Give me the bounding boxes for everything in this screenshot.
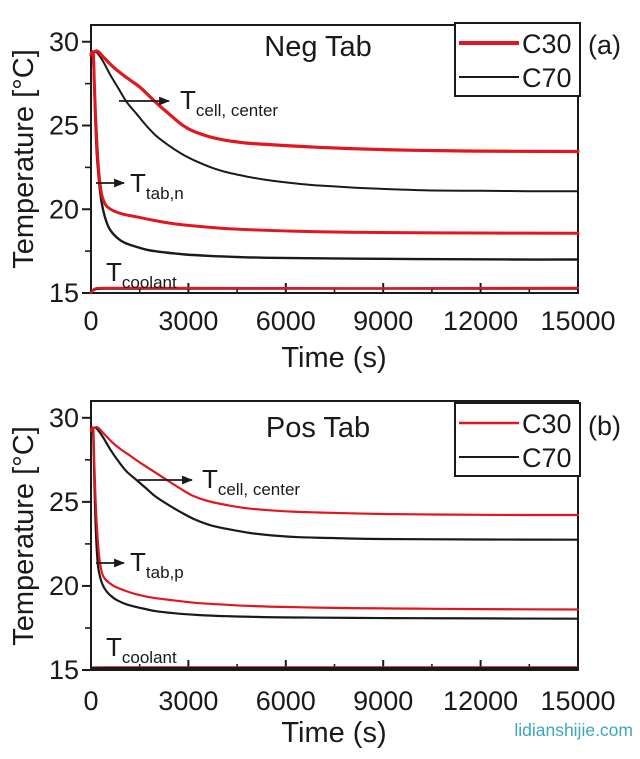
y-axis-title: Temperature [°C]	[8, 426, 40, 646]
y-tick-label: 20	[49, 571, 79, 601]
legend: C30 C70	[454, 402, 581, 477]
x-tick-label: 15000	[540, 686, 615, 716]
legend-label-c70: C70	[522, 63, 572, 93]
annotation-coolant: Tcoolant	[106, 632, 177, 667]
annotation-tab-n: Ttab,n	[130, 168, 184, 203]
x-tick-label: 9000	[353, 306, 413, 336]
plot-area: 0 3000 6000 9000 12000 15000 15 20 25 30	[49, 403, 616, 716]
legend: C30 C70	[454, 22, 581, 97]
plot-frame	[90, 400, 579, 671]
y-tick-label: 25	[49, 487, 79, 517]
panel-title: Neg Tab	[264, 31, 372, 63]
series-c30-t-tab-p	[89, 426, 580, 611]
x-tick-label: 3000	[158, 686, 218, 716]
annotations: Tcell, center Ttab,n Tcoolant	[96, 85, 278, 292]
legend-box	[454, 22, 581, 97]
x-axis-title: Time (s)	[281, 717, 386, 749]
legend-label-c70: C70	[522, 443, 572, 473]
series-c70-t-cell-center	[89, 426, 580, 541]
y-tick-label: 15	[49, 655, 79, 685]
y-tick-label: 25	[49, 111, 79, 141]
x-tick-label: 3000	[158, 306, 218, 336]
x-tick-label: 15000	[540, 306, 615, 336]
annotation-subscript: tab,n	[146, 184, 184, 203]
annotations: Tcell, center Ttab,p Tcoolant	[96, 464, 300, 667]
y-tick-label: 30	[49, 403, 79, 433]
annotation-subscript: cell, center	[196, 101, 279, 120]
series-c70-t-tab-p	[89, 426, 580, 620]
x-tick-label: 12000	[443, 686, 518, 716]
series-c30-t-cell-center	[89, 49, 580, 154]
x-tick-label: 9000	[353, 686, 413, 716]
legend-label-c30: C30	[522, 29, 572, 59]
series-c70-t-cell-center	[90, 50, 579, 193]
x-tick-label: 0	[83, 306, 98, 336]
annotation-coolant: Tcoolant	[106, 257, 177, 292]
series-c70-t-coolant	[89, 666, 580, 672]
x-tick-label: 6000	[256, 306, 316, 336]
annotation-main: T	[106, 257, 122, 287]
annotation-main: T	[202, 464, 218, 494]
watermark: lidianshijie.com	[514, 720, 633, 740]
annotation-subscript: tab,p	[146, 563, 184, 582]
series-c30-t-cell-center	[89, 425, 580, 517]
annotation-main: T	[130, 547, 146, 577]
legend-label-c30: C30	[522, 409, 572, 439]
x-tick-label: 12000	[443, 306, 518, 336]
legend-box	[454, 402, 581, 477]
panel-corner-label: (a)	[588, 30, 621, 60]
x-tick-label: 6000	[256, 686, 316, 716]
annotation-main: T	[180, 85, 196, 115]
annotation-subscript: cell, center	[218, 480, 301, 499]
annotation-tab-p: Ttab,p	[130, 547, 184, 582]
y-tick-label: 30	[49, 27, 79, 57]
series-c30-t-tab-n	[89, 50, 580, 235]
annotation-main: T	[130, 168, 146, 198]
annotation-subscript: coolant	[122, 273, 177, 292]
annotation-cell-center: Tcell, center	[180, 85, 278, 120]
plot-area: 0 3000 6000 9000 12000 15000 15 20 25 30	[49, 27, 616, 336]
panel-corner-label: (b)	[588, 411, 621, 441]
annotation-subscript: coolant	[122, 648, 177, 667]
plot-frame	[90, 24, 579, 294]
annotation-cell-center: Tcell, center	[202, 464, 300, 499]
series-c30-t-coolant	[89, 286, 580, 295]
x-tick-label: 0	[83, 686, 98, 716]
panel-title: Pos Tab	[266, 412, 370, 444]
y-axis-title: Temperature [°C]	[8, 49, 40, 269]
annotation-main: T	[106, 632, 122, 662]
x-axis-title: Time (s)	[281, 342, 386, 374]
y-tick-label: 15	[49, 278, 79, 308]
y-tick-label: 20	[49, 194, 79, 224]
